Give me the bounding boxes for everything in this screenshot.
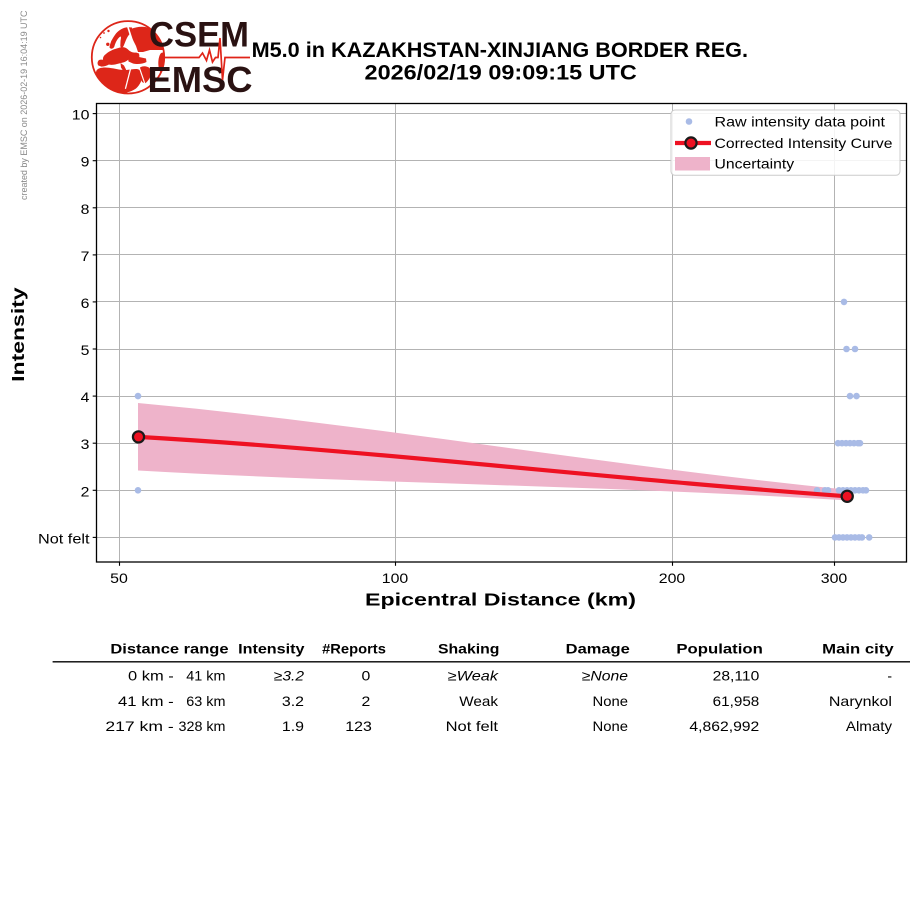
svg-text:3: 3 [81,436,90,452]
svg-text:41 km: 41 km [186,668,225,684]
svg-text:217 km -: 217 km - [105,718,174,734]
svg-text:9: 9 [81,154,90,170]
svg-text:Intensity: Intensity [8,287,28,382]
svg-text:CSEM: CSEM [149,16,249,55]
svg-text:≥3.2: ≥3.2 [274,668,304,684]
svg-text:6: 6 [81,295,90,311]
svg-text:#Reports: #Reports [322,641,386,657]
svg-text:Not felt: Not felt [38,530,90,546]
svg-text:Main city: Main city [822,641,894,657]
svg-text:EMSC: EMSC [148,59,253,100]
svg-text:Corrected Intensity Curve: Corrected Intensity Curve [715,135,893,151]
svg-text:7: 7 [81,248,90,264]
svg-text:≥None: ≥None [582,668,628,684]
svg-text:-: - [887,668,892,684]
svg-text:Almaty: Almaty [846,718,892,734]
svg-text:None: None [593,693,629,709]
svg-text:Population: Population [676,641,762,657]
svg-text:123: 123 [345,718,372,734]
svg-text:100: 100 [382,570,409,586]
svg-text:Shaking: Shaking [438,641,499,657]
svg-text:Weak: Weak [459,693,499,709]
svg-text:300: 300 [821,570,848,586]
svg-text:Epicentral Distance (km): Epicentral Distance (km) [365,589,636,609]
svg-text:1.9: 1.9 [282,718,304,734]
svg-text:Raw intensity data point: Raw intensity data point [715,114,886,130]
svg-text:created by EMSC on 2026-02-19: created by EMSC on 2026-02-19 16:04:19 U… [19,10,29,200]
svg-text:Damage: Damage [566,641,630,657]
svg-text:28,110: 28,110 [713,668,760,684]
svg-text:2: 2 [362,693,371,709]
svg-text:0: 0 [362,668,371,684]
svg-text:M5.0 in KAZAKHSTAN-XINJIANG BO: M5.0 in KAZAKHSTAN-XINJIANG BORDER REG. [252,38,748,62]
svg-text:41 km -: 41 km - [118,693,174,709]
svg-text:61,958: 61,958 [713,693,760,709]
svg-text:63 km: 63 km [186,693,225,709]
svg-text:3.2: 3.2 [282,693,304,709]
svg-text:None: None [593,718,629,734]
svg-text:4,862,992: 4,862,992 [689,718,759,734]
svg-text:Narynkol: Narynkol [829,693,892,709]
svg-text:Uncertainty: Uncertainty [715,156,795,172]
svg-text:Intensity: Intensity [238,641,305,657]
svg-text:2: 2 [81,483,90,499]
svg-text:Not felt: Not felt [446,718,499,734]
svg-text:50: 50 [110,570,128,586]
svg-text:200: 200 [659,570,686,586]
svg-text:5: 5 [81,342,90,358]
svg-text:4: 4 [81,389,90,405]
svg-text:0 km -: 0 km - [128,668,174,684]
svg-text:328 km: 328 km [179,718,226,734]
svg-text:8: 8 [81,201,90,217]
svg-text:2026/02/19 09:09:15 UTC: 2026/02/19 09:09:15 UTC [365,61,637,85]
svg-text:Distance range: Distance range [110,641,228,657]
svg-text:≥Weak: ≥Weak [448,668,499,684]
svg-text:10: 10 [72,107,90,123]
